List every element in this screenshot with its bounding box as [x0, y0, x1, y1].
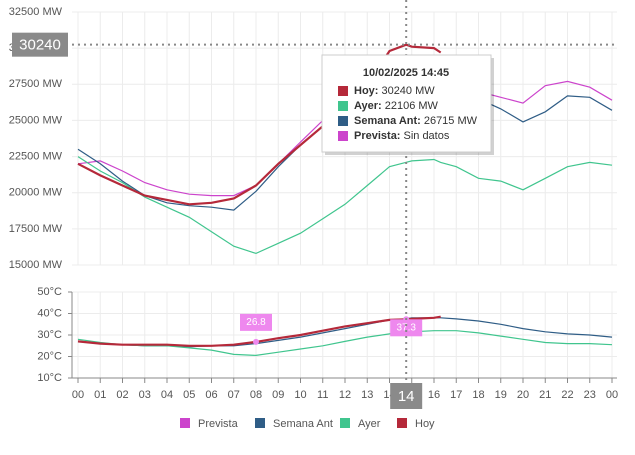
tooltip-item-label: Prevista: [354, 130, 400, 142]
y-tick-label: 50°C [37, 286, 62, 298]
x-tick-label: 05 [183, 389, 195, 401]
legend-label: Prevista [198, 418, 239, 430]
x-tick-label: 07 [228, 389, 240, 401]
y-tick-label: 40°C [37, 307, 62, 319]
x-tick-label: 09 [272, 389, 284, 401]
highlight-point [253, 338, 259, 345]
y-tick-label: 25000 MW [9, 114, 63, 126]
tooltip-item-label: Semana Ant: [354, 115, 421, 127]
x-tick-label: 19 [495, 389, 507, 401]
legend-swatch [340, 418, 350, 428]
legend-label: Hoy [415, 418, 435, 430]
tooltip-swatch [338, 86, 348, 96]
tooltip-swatch [338, 131, 348, 141]
series-line [77, 330, 613, 357]
x-tick-label: 22 [561, 389, 573, 401]
series-line [77, 43, 442, 206]
tooltip [321, 54, 492, 153]
tooltip-item-value: 26715 MW [424, 115, 478, 127]
tooltip-swatch [338, 101, 348, 111]
tooltip-item: Hoy: 30240 MW [354, 85, 435, 97]
tooltip-item: Ayer: 22106 MW [354, 100, 439, 112]
legend-swatch [255, 418, 265, 428]
tooltip-item-label: Ayer: [354, 100, 382, 112]
highlight-label: 37.3 [396, 322, 416, 333]
x-tick-label: 21 [539, 389, 551, 401]
tooltip-item-label: Hoy: [354, 85, 378, 97]
x-tick-label: 03 [139, 389, 151, 401]
tooltip-title: 10/02/2025 14:45 [363, 67, 449, 79]
y-tick-label: 22500 MW [9, 150, 63, 162]
legend-swatch [397, 418, 407, 428]
legend-swatch [180, 418, 190, 428]
tooltip-item-value: Sin datos [403, 130, 449, 142]
x-tick-label: 01 [94, 389, 106, 401]
highlight-label: 26.8 [246, 317, 266, 328]
x-tick-label: 13 [361, 389, 373, 401]
x-tick-label: 11 [317, 389, 328, 401]
y-tick-label: 20000 MW [9, 187, 63, 199]
y-tick-label: 20°C [37, 350, 62, 362]
tooltip-item-value: 22106 MW [385, 100, 439, 112]
tooltip-swatch [338, 116, 348, 126]
x-tick-label: 02 [116, 389, 128, 401]
y-tick-label: 15000 MW [9, 259, 63, 271]
y-tick-label: 27500 MW [9, 78, 63, 90]
legend-label: Ayer [358, 418, 381, 430]
series-line [77, 156, 613, 255]
y-tick-label: 32500 MW [9, 6, 63, 18]
x-tick-label: 16 [428, 389, 440, 401]
x-tick-label: 12 [339, 389, 351, 401]
highlight-box [390, 319, 423, 337]
x-tick-label: 23 [584, 389, 596, 401]
y-tick-label: 30°C [37, 329, 62, 341]
tooltip-item: Semana Ant: 26715 MW [354, 115, 478, 127]
x-tick-label: 20 [517, 389, 529, 401]
x-tick-label: 06 [205, 389, 217, 401]
crosshair-y-label: 30240 [19, 37, 61, 54]
x-tick-label: 08 [250, 389, 262, 401]
highlight-box [240, 313, 272, 331]
legend-label: Semana Ant [273, 418, 333, 430]
x-tick-label: 00 [72, 389, 84, 401]
tooltip-item-value: 30240 MW [381, 85, 435, 97]
x-tick-label: 00 [606, 389, 618, 401]
crosshair-x-box [390, 383, 423, 409]
crosshair-x-label: 14 [398, 388, 415, 405]
x-tick-label: 10 [294, 389, 306, 401]
x-tick-label: 17 [450, 389, 462, 401]
x-tick-label: 18 [472, 389, 484, 401]
crosshair-y-box [12, 32, 68, 57]
tooltip-item: Prevista: Sin datos [354, 130, 450, 142]
y-tick-label: 10°C [37, 372, 62, 384]
y-tick-label: 17500 MW [9, 223, 63, 235]
x-tick-label: 04 [161, 389, 173, 401]
